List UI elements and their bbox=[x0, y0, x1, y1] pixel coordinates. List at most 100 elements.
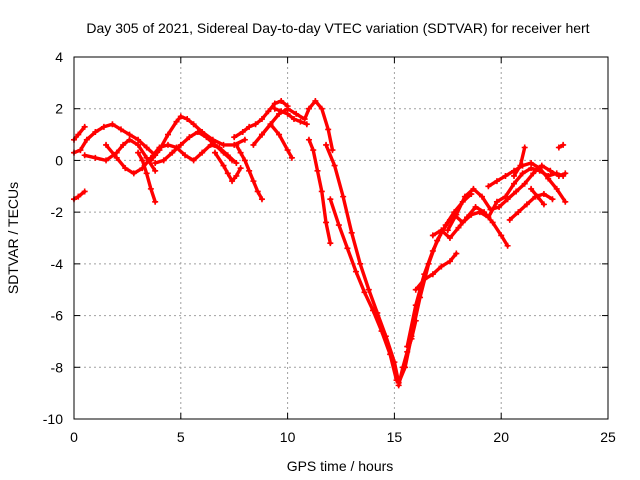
data-point bbox=[92, 128, 99, 135]
data-point bbox=[190, 121, 197, 128]
data-point bbox=[515, 209, 522, 216]
data-point bbox=[489, 219, 496, 226]
data-point bbox=[511, 172, 518, 179]
x-tick-label: 15 bbox=[387, 429, 403, 445]
data-point bbox=[83, 136, 90, 143]
series-arc-a bbox=[71, 121, 159, 159]
data-point bbox=[536, 165, 543, 172]
data-point bbox=[117, 126, 124, 133]
data-point bbox=[139, 157, 146, 164]
data-point bbox=[220, 141, 227, 148]
y-tick-label: -6 bbox=[51, 308, 64, 324]
data-point bbox=[276, 131, 283, 138]
series-arc-x bbox=[506, 191, 556, 223]
data-point bbox=[143, 144, 150, 151]
data-point bbox=[329, 147, 336, 154]
plot-frame bbox=[73, 56, 609, 420]
data-point bbox=[284, 110, 291, 117]
series-line bbox=[72, 125, 87, 142]
data-point bbox=[528, 165, 535, 172]
data-point bbox=[139, 165, 146, 172]
series-arc-n bbox=[271, 105, 310, 128]
data-point bbox=[293, 110, 300, 117]
data-point bbox=[220, 149, 227, 156]
data-point bbox=[220, 162, 227, 169]
data-point bbox=[186, 134, 193, 141]
y-tick-label: 0 bbox=[55, 152, 63, 168]
series-arc-t bbox=[412, 250, 460, 293]
data-point bbox=[318, 188, 325, 195]
data-point bbox=[318, 105, 325, 112]
data-point bbox=[540, 201, 547, 208]
data-point bbox=[233, 160, 240, 167]
series-arc-o bbox=[305, 136, 334, 247]
series-arc-v bbox=[444, 162, 569, 234]
series-line bbox=[251, 122, 294, 160]
data-point bbox=[239, 128, 246, 135]
x-tick-label: 10 bbox=[280, 429, 296, 445]
series-arc-h bbox=[152, 128, 236, 167]
data-point bbox=[258, 196, 265, 203]
data-point bbox=[464, 214, 471, 221]
data-point bbox=[562, 198, 569, 205]
x-tick-label: 25 bbox=[600, 429, 616, 445]
data-point bbox=[164, 141, 171, 148]
data-point bbox=[461, 193, 468, 200]
data-point bbox=[504, 196, 511, 203]
y-tick-label: 4 bbox=[55, 49, 63, 65]
data-point bbox=[528, 160, 535, 167]
data-point bbox=[278, 97, 285, 104]
data-point bbox=[100, 123, 107, 130]
data-point bbox=[528, 185, 535, 192]
data-point bbox=[421, 276, 428, 283]
data-point bbox=[229, 178, 236, 185]
data-point bbox=[160, 157, 167, 164]
data-point bbox=[152, 160, 159, 167]
series-arc-r bbox=[395, 317, 419, 389]
data-point bbox=[404, 348, 411, 355]
data-point bbox=[190, 157, 197, 164]
series-arc-k bbox=[233, 141, 265, 203]
data-point bbox=[184, 116, 191, 123]
data-point bbox=[429, 271, 436, 278]
data-point bbox=[540, 191, 547, 198]
data-point bbox=[399, 364, 406, 371]
data-point bbox=[246, 123, 253, 130]
data-point bbox=[534, 193, 541, 200]
data-point bbox=[444, 227, 451, 234]
data-point bbox=[164, 131, 171, 138]
data-point bbox=[395, 382, 402, 389]
data-point bbox=[147, 157, 154, 164]
data-point bbox=[555, 144, 562, 151]
data-point bbox=[478, 193, 485, 200]
data-point bbox=[429, 232, 436, 239]
data-point bbox=[370, 307, 377, 314]
data-point bbox=[229, 157, 236, 164]
data-point bbox=[135, 136, 142, 143]
data-point bbox=[387, 351, 394, 358]
data-point bbox=[81, 152, 88, 159]
data-point bbox=[357, 260, 364, 267]
data-point bbox=[493, 178, 500, 185]
data-point bbox=[109, 121, 116, 128]
data-point bbox=[455, 224, 462, 231]
data-point bbox=[75, 193, 82, 200]
data-point bbox=[147, 185, 154, 192]
data-point bbox=[271, 100, 278, 107]
data-point bbox=[297, 118, 304, 125]
data-point bbox=[446, 258, 453, 265]
data-point bbox=[545, 175, 552, 182]
data-point bbox=[530, 170, 537, 177]
data-point bbox=[553, 185, 560, 192]
data-point bbox=[113, 154, 120, 161]
data-point bbox=[560, 141, 567, 148]
data-point bbox=[511, 180, 518, 187]
data-point bbox=[177, 113, 184, 120]
series-arc-aa bbox=[555, 141, 567, 151]
data-point bbox=[547, 167, 554, 174]
data-point bbox=[446, 235, 453, 241]
series-line bbox=[431, 205, 510, 248]
data-point bbox=[502, 172, 509, 179]
